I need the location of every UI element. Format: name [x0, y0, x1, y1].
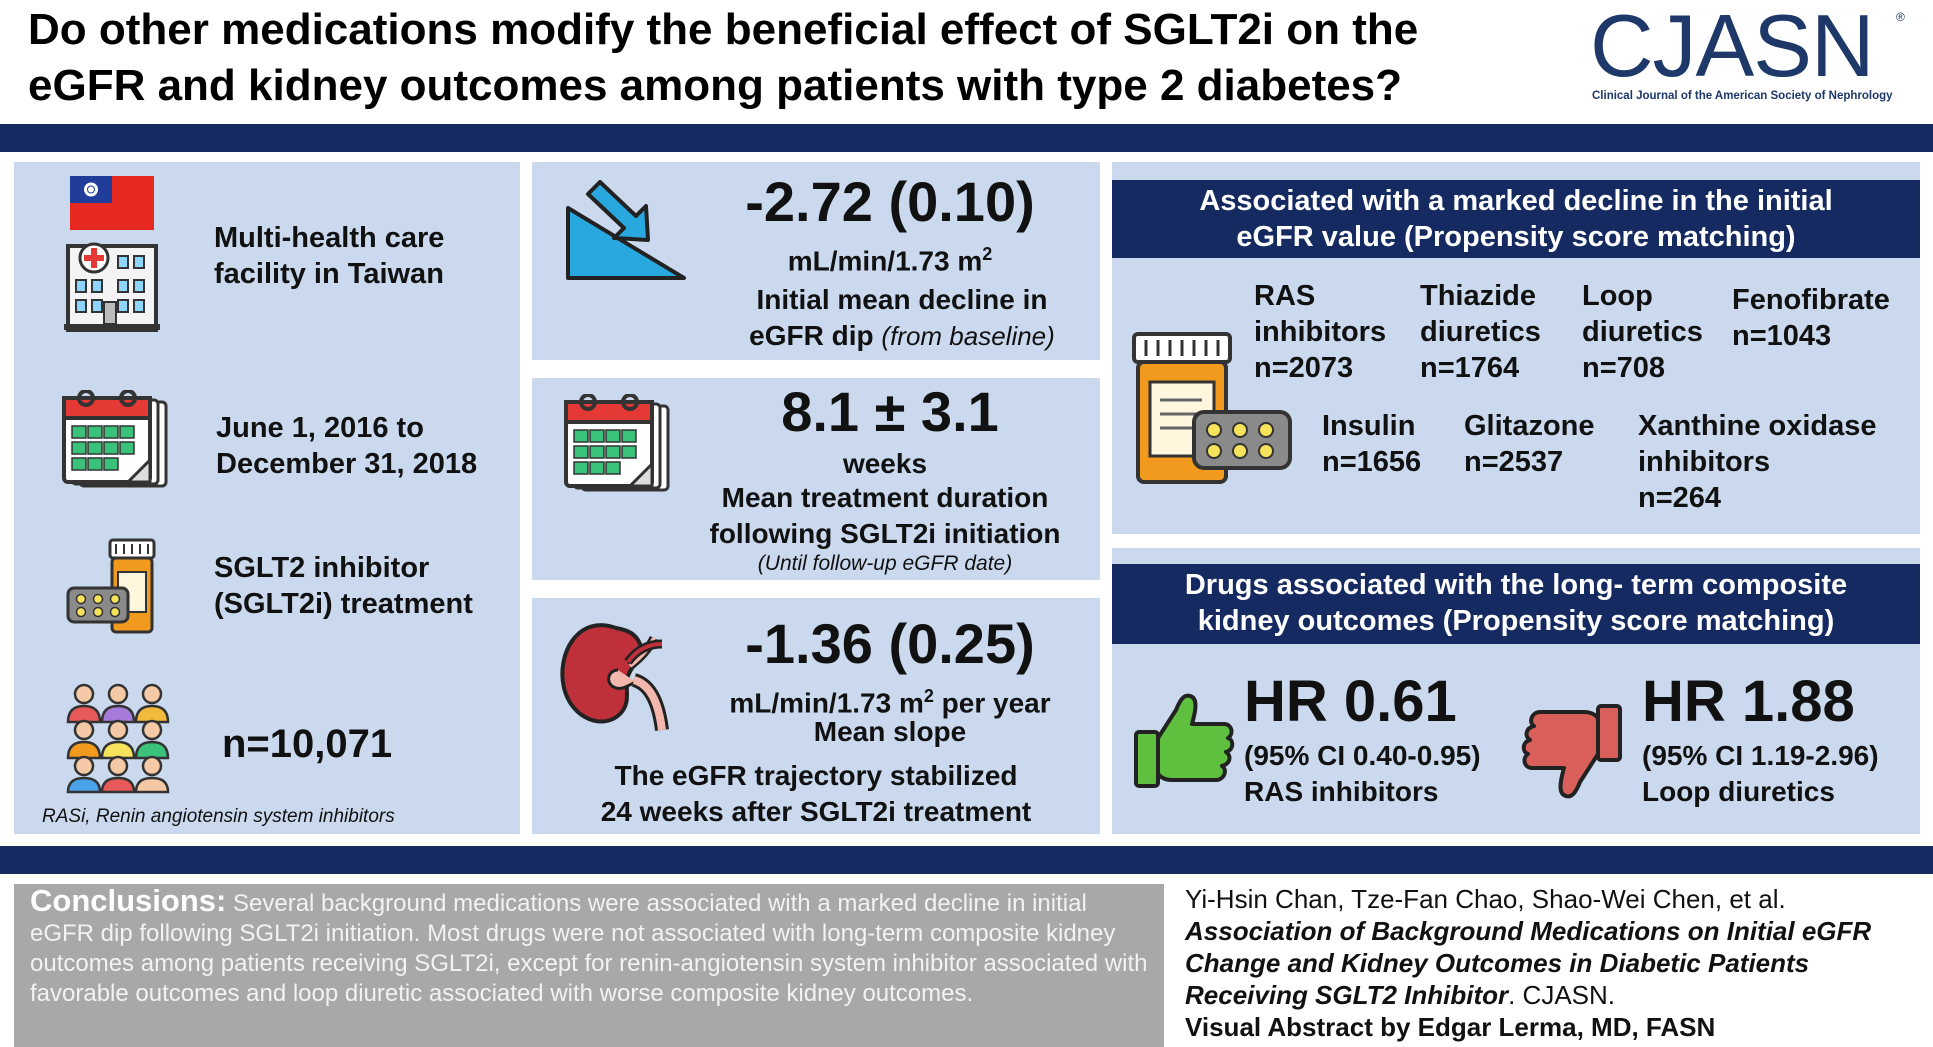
hr-unfavorable-value: HR 1.88	[1642, 669, 1855, 734]
hospital-icon	[64, 242, 160, 332]
cjasn-logo: CJASN ® Clinical Journal of the American…	[1590, 0, 1905, 102]
bottom-divider-bar	[0, 846, 1933, 874]
egfr-slope-unit: mL/min/1.73 m2 per year	[729, 686, 1051, 719]
kidney-icon	[560, 623, 669, 731]
initial-decline-drugs-header: Associated with a marked decline in the …	[1112, 180, 1920, 258]
drug-thiazide-diuretics: Thiazide diuretics n=1764	[1420, 280, 1541, 384]
treatment-duration-description: Mean treatment duration following SGLT2i…	[709, 482, 1061, 549]
initial-decline-value: -2.72 (0.10)	[745, 170, 1035, 233]
egfr-slope-description: The eGFR trajectory stabilized 24 weeks …	[600, 760, 1032, 827]
calendar-icon	[564, 394, 670, 492]
egfr-slope-value: -1.36 (0.25)	[745, 612, 1035, 675]
total-n: n=10,071	[222, 722, 393, 766]
treatment-duration-value: 8.1 ± 3.1	[781, 380, 999, 443]
abbreviation-note: RASi, Renin angiotensin system inhibitor…	[42, 806, 395, 827]
pill-bottle-icon	[66, 538, 156, 634]
drug-insulin: Insulin n=1656	[1322, 410, 1422, 478]
drug-glitazone: Glitazone n=2537	[1464, 410, 1595, 478]
people-group-icon	[66, 683, 170, 794]
thumbs-up-icon	[1134, 693, 1235, 788]
conclusions-box: Conclusions: Several background medicati…	[14, 884, 1164, 1047]
treatment-text: SGLT2 inhibitor (SGLT2i) treatment	[214, 552, 473, 620]
facility-text: Multi-health care facility in Taiwan	[214, 222, 445, 290]
hr-favorable-value: HR 0.61	[1244, 669, 1457, 734]
decline-arrow-icon	[566, 180, 686, 280]
citation: Yi-Hsin Chan, Tze-Fan Chao, Shao-Wei Che…	[1185, 884, 1872, 1042]
study-dates-text: June 1, 2016 to December 31, 2018	[216, 412, 478, 480]
top-divider-bar	[0, 124, 1933, 152]
drug-loop-diuretics: Loop diuretics n=708	[1582, 280, 1703, 384]
thumbs-down-icon	[1521, 704, 1622, 799]
hr-unfavorable-detail: (95% CI 1.19-2.96) Loop diuretics	[1642, 740, 1879, 807]
long-term-outcomes-header: Drugs associated with the long- term com…	[1112, 564, 1920, 644]
initial-decline-description: Initial mean decline in eGFR dip (from b…	[749, 284, 1055, 351]
treatment-duration-unit: weeks	[842, 448, 928, 479]
taiwan-flag-icon	[70, 176, 154, 230]
drug-ras-inhibitors: RAS inhibitors n=2073	[1254, 280, 1387, 384]
drug-xanthine-oxidase-inhibitors: Xanthine oxidase inhibitors n=264	[1638, 410, 1877, 514]
hr-favorable-detail: (95% CI 0.40-0.95) RAS inhibitors	[1244, 740, 1481, 807]
pill-bottle-icon	[1132, 332, 1292, 484]
egfr-slope-label: Mean slope	[813, 716, 967, 747]
drug-fenofibrate: Fenofibrate n=1043	[1732, 284, 1890, 352]
treatment-duration-note: (Until follow-up eGFR date)	[757, 552, 1013, 575]
initial-decline-unit: mL/min/1.73 m2	[787, 244, 993, 277]
calendar-icon	[62, 390, 168, 488]
page-title: Do other medications modify the benefici…	[28, 5, 1419, 110]
